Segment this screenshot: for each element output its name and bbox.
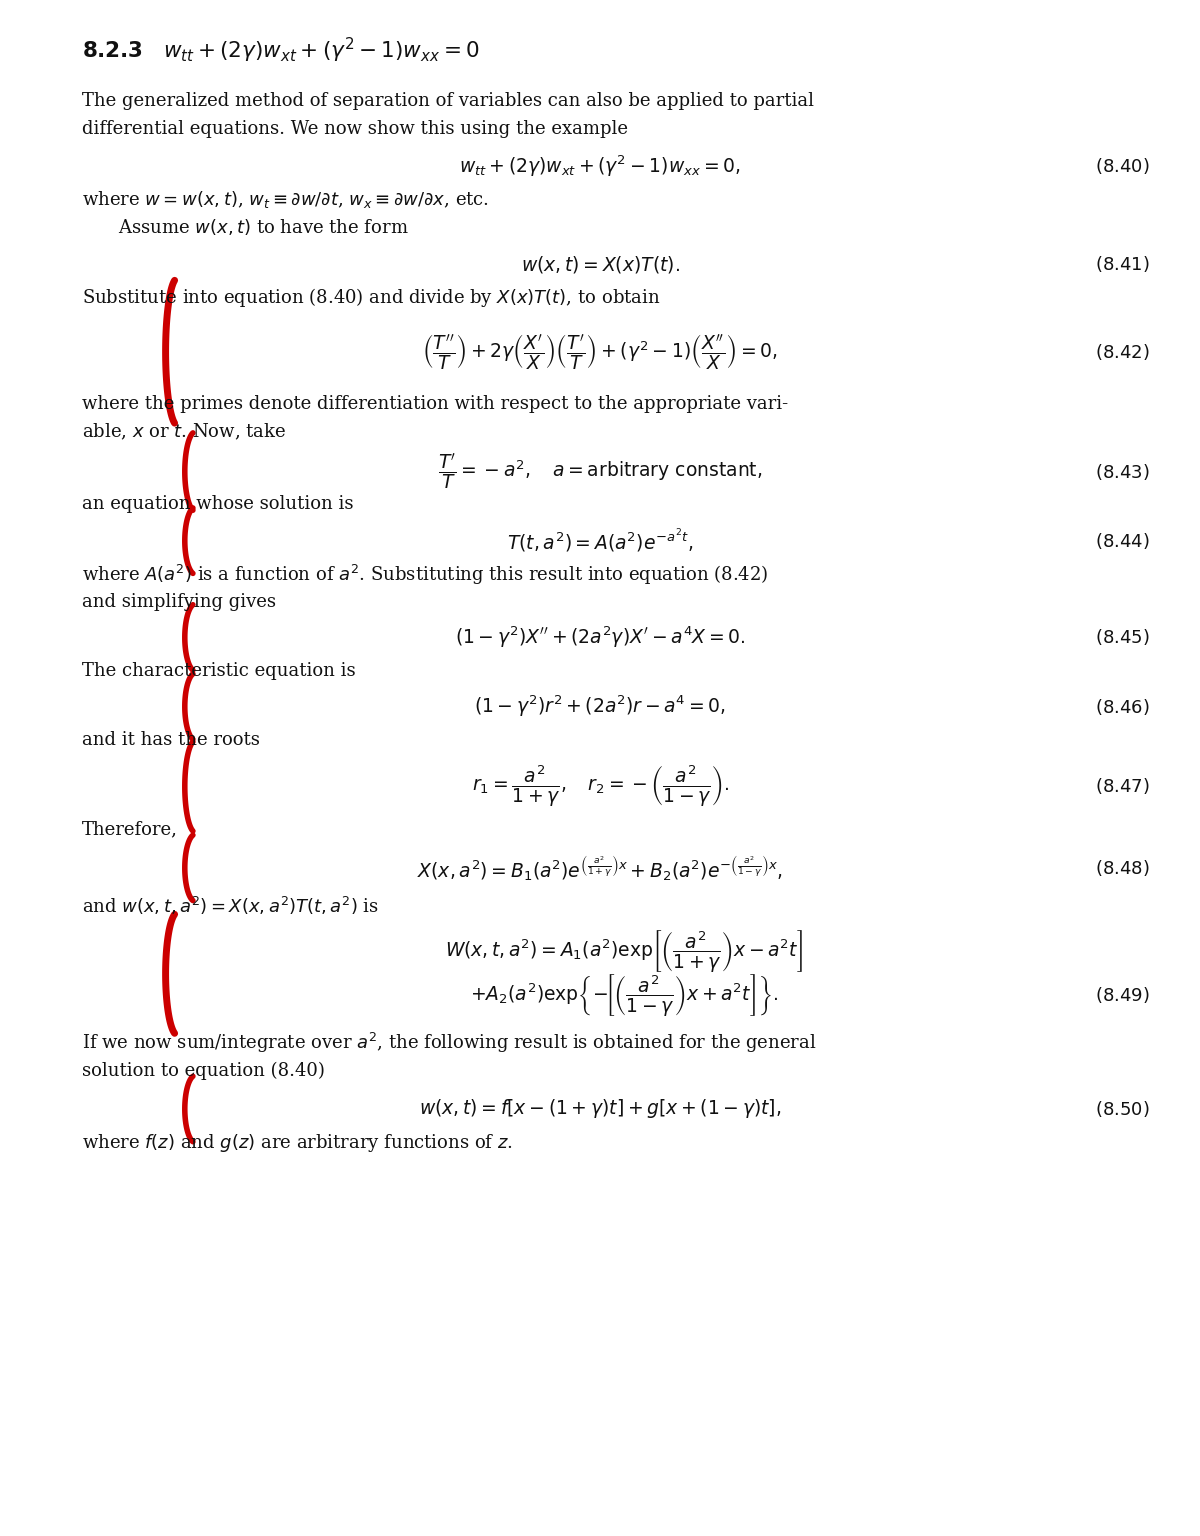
Text: The generalized method of separation of variables can also be applied to partial: The generalized method of separation of … xyxy=(82,92,814,111)
Text: Assume $w(x,t)$ to have the form: Assume $w(x,t)$ to have the form xyxy=(118,217,408,238)
Text: Substitute into equation (8.40) and divide by $X(x)T(t)$, to obtain: Substitute into equation (8.40) and divi… xyxy=(82,287,660,309)
Text: $(8.50)$: $(8.50)$ xyxy=(1094,1098,1150,1120)
Text: $(8.49)$: $(8.49)$ xyxy=(1094,985,1150,1006)
Text: and simplifying gives: and simplifying gives xyxy=(82,593,276,611)
Text: $(1-\gamma^2)r^2 + (2a^2)r - a^4 = 0,$: $(1-\gamma^2)r^2 + (2a^2)r - a^4 = 0,$ xyxy=(474,694,726,719)
Text: $\mathbf{8.2.3}\quad w_{tt} + (2\gamma)w_{xt} + (\gamma^2-1)w_{xx} = 0$: $\mathbf{8.2.3}\quad w_{tt} + (2\gamma)w… xyxy=(82,35,479,66)
Text: $T(t, a^2) = A(a^2)e^{-a^2 t},$: $T(t, a^2) = A(a^2)e^{-a^2 t},$ xyxy=(506,527,694,554)
Text: an equation whose solution is: an equation whose solution is xyxy=(82,495,353,513)
Text: $(8.48)$: $(8.48)$ xyxy=(1094,857,1150,879)
Text: Therefore,: Therefore, xyxy=(82,820,178,839)
Text: The characteristic equation is: The characteristic equation is xyxy=(82,662,355,680)
Text: $\dfrac{T'}{T} = -a^2, \quad a = \mathrm{arbitrary\ constant},$: $\dfrac{T'}{T} = -a^2, \quad a = \mathrm… xyxy=(438,452,762,492)
Text: $(8.40)$: $(8.40)$ xyxy=(1094,155,1150,177)
Text: where $A(a^2)$ is a function of $a^2$. Substituting this result into equation (8: where $A(a^2)$ is a function of $a^2$. S… xyxy=(82,562,768,587)
Text: able, $x$ or $t$. Now, take: able, $x$ or $t$. Now, take xyxy=(82,421,286,442)
Text: $(8.44)$: $(8.44)$ xyxy=(1094,530,1150,551)
Text: $(8.43)$: $(8.43)$ xyxy=(1094,461,1150,482)
Text: $w(x,t) = f[x-(1+\gamma)t] + g[x+(1-\gamma)t],$: $w(x,t) = f[x-(1+\gamma)t] + g[x+(1-\gam… xyxy=(419,1098,781,1120)
Text: and $w(x, t, a^2) = X(x, a^2)T(t, a^2)$ is: and $w(x, t, a^2) = X(x, a^2)T(t, a^2)$ … xyxy=(82,895,378,917)
Text: where $w = w(x,t)$, $w_t \equiv \partial w/\partial t$, $w_x \equiv \partial w/\: where $w = w(x,t)$, $w_t \equiv \partial… xyxy=(82,189,488,210)
Text: $w(x,t) = X(x)T(t).$: $w(x,t) = X(x)T(t).$ xyxy=(521,253,679,275)
Text: $X(x,a^2) = B_1(a^2)e^{\left(\frac{a^2}{1+\gamma}\right)x} + B_2(a^2)e^{-\left(\: $X(x,a^2) = B_1(a^2)e^{\left(\frac{a^2}{… xyxy=(418,852,782,883)
Text: $(8.47)$: $(8.47)$ xyxy=(1094,776,1150,797)
Text: $(8.46)$: $(8.46)$ xyxy=(1094,696,1150,717)
Text: where $f(z)$ and $g(z)$ are arbitrary functions of $z$.: where $f(z)$ and $g(z)$ are arbitrary fu… xyxy=(82,1132,512,1154)
Text: $r_1 = \dfrac{a^2}{1+\gamma}, \quad r_2 = -\left(\dfrac{a^2}{1-\gamma}\right).$: $r_1 = \dfrac{a^2}{1+\gamma}, \quad r_2 … xyxy=(472,763,728,809)
Text: solution to equation (8.40): solution to equation (8.40) xyxy=(82,1061,324,1080)
Text: $+ A_2(a^2)\exp\!\left\{-\!\left[\left(\dfrac{a^2}{1-\gamma}\right)x + a^2 t\rig: $+ A_2(a^2)\exp\!\left\{-\!\left[\left(\… xyxy=(470,972,778,1018)
Text: differential equations. We now show this using the example: differential equations. We now show this… xyxy=(82,120,628,138)
Text: $(1-\gamma^2)X'' + (2a^2\gamma)X' - a^4 X = 0.$: $(1-\gamma^2)X'' + (2a^2\gamma)X' - a^4 … xyxy=(455,625,745,650)
Text: $(8.45)$: $(8.45)$ xyxy=(1094,627,1150,648)
Text: If we now sum/integrate over $a^2$, the following result is obtained for the gen: If we now sum/integrate over $a^2$, the … xyxy=(82,1031,816,1055)
Text: $w_{tt} + (2\gamma)w_{xt} + (\gamma^2 - 1)w_{xx} = 0,$: $w_{tt} + (2\gamma)w_{xt} + (\gamma^2 - … xyxy=(460,154,740,178)
Text: $\left(\dfrac{T''}{T}\right) + 2\gamma\left(\dfrac{X'}{X}\right)\left(\dfrac{T'}: $\left(\dfrac{T''}{T}\right) + 2\gamma\l… xyxy=(422,332,778,372)
Text: $(8.41)$: $(8.41)$ xyxy=(1094,253,1150,275)
Text: where the primes denote differentiation with respect to the appropriate vari-: where the primes denote differentiation … xyxy=(82,395,787,413)
Text: $W(x,t,a^2) = A_1(a^2)\exp\!\left[\left(\dfrac{a^2}{1+\gamma}\right)x - a^2 t\ri: $W(x,t,a^2) = A_1(a^2)\exp\!\left[\left(… xyxy=(445,928,803,974)
Text: $(8.42)$: $(8.42)$ xyxy=(1094,341,1150,362)
Text: and it has the roots: and it has the roots xyxy=(82,731,259,750)
